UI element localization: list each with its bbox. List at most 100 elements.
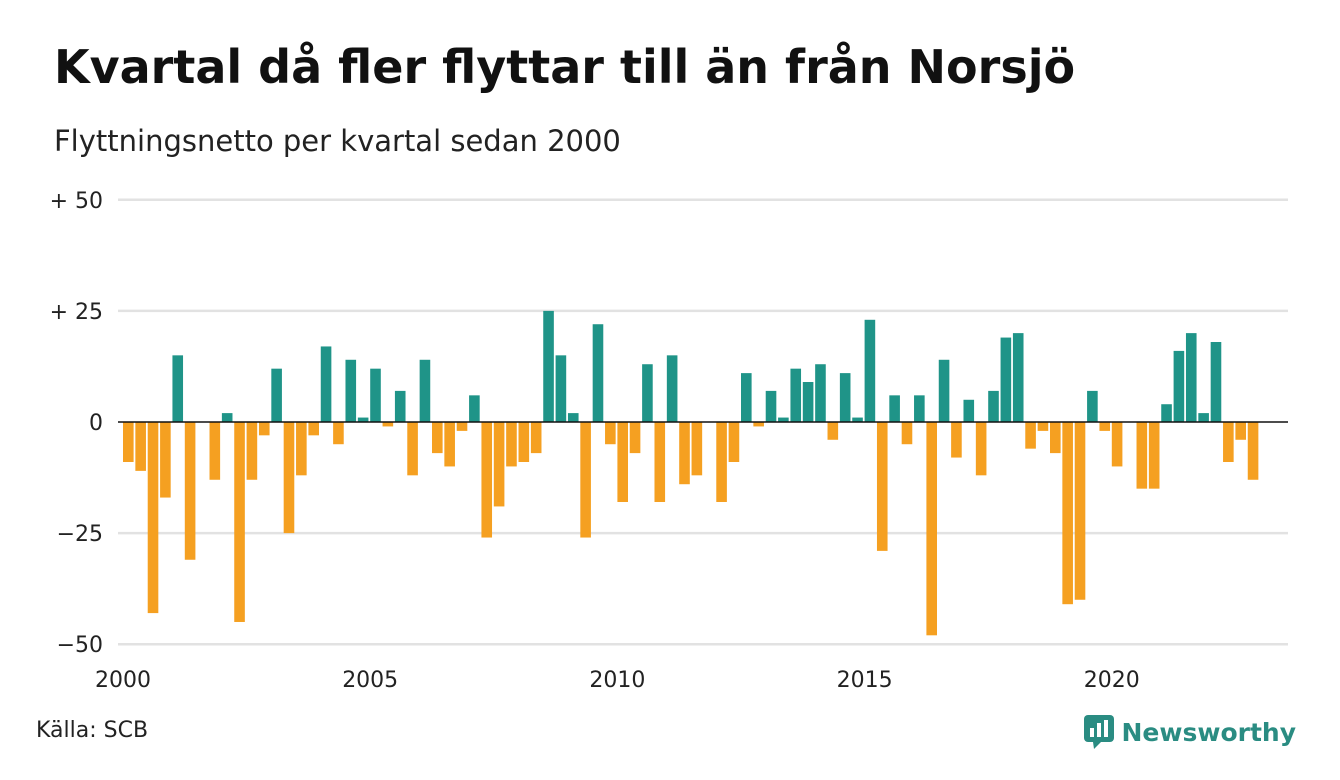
bar [629,422,641,454]
bar [481,422,493,538]
bar [123,422,134,462]
bar [963,399,975,422]
bar [555,355,567,422]
bar [728,422,740,462]
bar [666,355,678,422]
bar [160,422,171,498]
y-tick-label: −25 [57,522,103,547]
bar [382,422,394,427]
bar [296,422,307,476]
bar [926,422,937,636]
bar [234,422,245,622]
bar [901,422,913,445]
bar [444,422,455,467]
bar [221,413,233,422]
bar [778,417,789,422]
bar [1012,333,1024,422]
y-tick-label: 0 [89,411,103,436]
bar [815,364,826,422]
bar [419,359,431,422]
bar [753,422,764,427]
bar-chart: + 50 + 25 0 −25 −50 2000 2005 2010 2015 2020 [50,189,1288,693]
bar [246,422,258,480]
bar [679,422,690,485]
bar [357,417,369,422]
bar [493,422,505,507]
bar [852,417,863,422]
bar [654,422,666,502]
chart-title: Kvartal då fler flyttar till än från Nor… [54,40,1076,94]
bar [1136,422,1148,489]
bar [506,422,517,467]
bar [1198,413,1209,422]
bar [790,368,802,422]
bar [827,422,839,440]
x-tick-label: 2005 [342,668,398,693]
gridlines [118,198,1288,646]
axis-labels: + 50 + 25 0 −25 −50 2000 2005 2010 2015 2020 [50,189,1140,693]
bar [567,413,579,422]
y-tick-label: + 25 [50,300,103,325]
bar [1074,422,1086,600]
bar [975,422,987,476]
bar [605,422,616,445]
bar [1099,422,1111,431]
y-tick-label: + 50 [50,189,103,214]
bar [580,422,591,538]
bar [988,390,999,422]
bar [432,422,443,454]
bar [543,310,554,422]
bar [1247,422,1259,480]
bar [1185,333,1197,422]
bar [1148,422,1160,489]
bar [1223,422,1234,462]
bars [123,310,1259,636]
bar [1037,422,1049,431]
bar [716,422,727,502]
brand-logo[interactable]: Newsworthy [1083,712,1297,752]
bar [938,359,950,422]
y-tick-label: −50 [57,633,103,658]
bar [308,422,319,436]
x-tick-label: 2000 [95,668,151,693]
bar [407,422,418,476]
bar [592,324,604,422]
bar [1025,422,1036,449]
bar [333,422,344,445]
bar [209,422,221,480]
bar [1173,350,1185,422]
bar [1087,390,1098,422]
bar [456,422,468,431]
bar [1050,422,1061,454]
bar [271,368,282,422]
bar [691,422,703,476]
bar [345,359,357,422]
bar [642,364,653,422]
x-tick-label: 2020 [1084,668,1140,693]
bar [741,373,752,422]
x-tick-label: 2015 [837,668,893,693]
bar [135,422,146,471]
bar [1235,422,1246,440]
bar [530,422,542,454]
bar [518,422,530,462]
bar [1000,337,1012,422]
source-note: Källa: SCB [36,718,149,743]
bar [802,382,814,422]
bar [320,346,332,422]
bar [1161,404,1172,422]
brand-name: Newsworthy [1121,717,1297,747]
bar [1210,342,1222,422]
bar [184,422,196,560]
bar [147,422,159,614]
chart-subtitle: Flyttningsnetto per kvartal sedan 2000 [54,124,621,158]
bar [765,390,777,422]
bar [394,390,406,422]
bar [1111,422,1123,467]
newsworthy-logo-icon [1083,715,1114,749]
bar [1062,422,1073,605]
bar [172,355,184,422]
bar [914,395,925,422]
bar [864,319,876,422]
bar [951,422,962,458]
